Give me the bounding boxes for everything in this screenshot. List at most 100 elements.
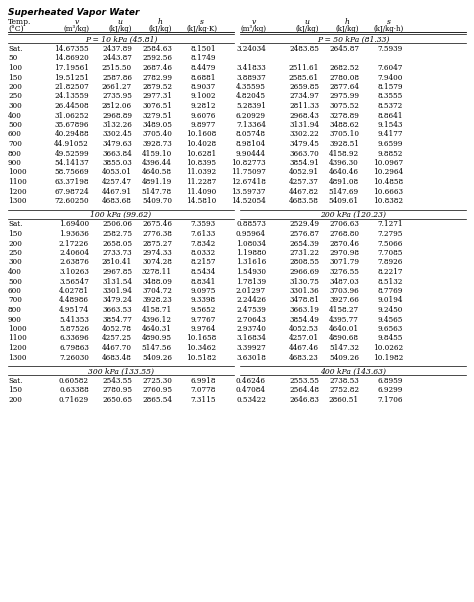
Text: 4683.48: 4683.48 bbox=[102, 353, 132, 361]
Text: 4.35595: 4.35595 bbox=[236, 83, 266, 91]
Text: 2968.43: 2968.43 bbox=[289, 111, 319, 120]
Text: 3302.22: 3302.22 bbox=[289, 131, 319, 138]
Text: 2812.06: 2812.06 bbox=[102, 102, 132, 110]
Text: 4158.27: 4158.27 bbox=[329, 306, 359, 314]
Text: 8.98104: 8.98104 bbox=[236, 140, 266, 148]
Text: 9.5652: 9.5652 bbox=[191, 306, 216, 314]
Text: 4.02781: 4.02781 bbox=[59, 287, 89, 295]
Text: 100: 100 bbox=[8, 64, 22, 72]
Text: 54.14137: 54.14137 bbox=[54, 159, 89, 167]
Text: 11.2287: 11.2287 bbox=[186, 178, 216, 186]
Text: 2.63876: 2.63876 bbox=[59, 258, 89, 267]
Text: 200: 200 bbox=[8, 240, 22, 247]
Text: 4053.01: 4053.01 bbox=[102, 169, 132, 176]
Text: (kJ/kg·h): (kJ/kg·h) bbox=[374, 25, 404, 33]
Text: 2506.06: 2506.06 bbox=[102, 220, 132, 229]
Text: 8.3555: 8.3555 bbox=[378, 93, 403, 101]
Text: 4640.31: 4640.31 bbox=[142, 325, 172, 333]
Text: 3.24034: 3.24034 bbox=[236, 45, 266, 53]
Text: 3.63018: 3.63018 bbox=[236, 353, 266, 361]
Text: 0.63388: 0.63388 bbox=[59, 386, 89, 394]
Text: 9.0194: 9.0194 bbox=[377, 297, 403, 305]
Text: 8.9037: 8.9037 bbox=[191, 83, 216, 91]
Text: Sat.: Sat. bbox=[8, 377, 22, 385]
Text: 7.7085: 7.7085 bbox=[378, 249, 403, 257]
Text: 500: 500 bbox=[8, 278, 22, 285]
Text: P = 10 kPa (45.81): P = 10 kPa (45.81) bbox=[85, 36, 157, 43]
Text: 5409.26: 5409.26 bbox=[329, 353, 359, 361]
Text: 2733.73: 2733.73 bbox=[102, 249, 132, 257]
Text: 7.5939: 7.5939 bbox=[378, 45, 403, 53]
Text: 4683.58: 4683.58 bbox=[289, 197, 319, 205]
Text: 10.6281: 10.6281 bbox=[186, 149, 216, 158]
Text: 2968.89: 2968.89 bbox=[102, 111, 132, 120]
Text: 4683.23: 4683.23 bbox=[289, 353, 319, 361]
Text: 14.67355: 14.67355 bbox=[55, 45, 89, 53]
Text: 4467.91: 4467.91 bbox=[102, 187, 132, 196]
Text: 0.71629: 0.71629 bbox=[59, 396, 89, 404]
Text: 7.6047: 7.6047 bbox=[378, 64, 403, 72]
Text: 9.2450: 9.2450 bbox=[378, 306, 403, 314]
Text: 3.10263: 3.10263 bbox=[59, 268, 89, 276]
Text: 50: 50 bbox=[8, 55, 17, 63]
Text: 300 kPa (133.55): 300 kPa (133.55) bbox=[88, 367, 154, 376]
Text: 10.3462: 10.3462 bbox=[186, 344, 216, 352]
Text: 2592.56: 2592.56 bbox=[142, 55, 172, 63]
Text: 2585.61: 2585.61 bbox=[289, 73, 319, 81]
Text: 5409.61: 5409.61 bbox=[329, 197, 359, 205]
Text: 250: 250 bbox=[8, 93, 22, 101]
Text: 10.1982: 10.1982 bbox=[373, 353, 403, 361]
Text: 2808.55: 2808.55 bbox=[289, 258, 319, 267]
Text: 4640.46: 4640.46 bbox=[329, 169, 359, 176]
Text: 8.5372: 8.5372 bbox=[378, 102, 403, 110]
Text: 7.0778: 7.0778 bbox=[191, 386, 216, 394]
Text: 2515.50: 2515.50 bbox=[102, 64, 132, 72]
Text: 9.1543: 9.1543 bbox=[378, 121, 403, 129]
Text: 40.29488: 40.29488 bbox=[55, 131, 89, 138]
Text: (kJ/kg): (kJ/kg) bbox=[108, 25, 132, 33]
Text: 7.6133: 7.6133 bbox=[191, 230, 216, 238]
Text: 0.95964: 0.95964 bbox=[236, 230, 266, 238]
Text: 0.46246: 0.46246 bbox=[236, 377, 266, 385]
Text: 3663.84: 3663.84 bbox=[102, 149, 132, 158]
Text: 2.24426: 2.24426 bbox=[236, 297, 266, 305]
Text: 5147.78: 5147.78 bbox=[142, 187, 172, 196]
Text: 200: 200 bbox=[8, 396, 22, 404]
Text: 10.8382: 10.8382 bbox=[373, 197, 403, 205]
Text: 3855.03: 3855.03 bbox=[102, 159, 132, 167]
Text: 2659.85: 2659.85 bbox=[289, 83, 319, 91]
Text: 2.01297: 2.01297 bbox=[236, 287, 266, 295]
Text: 4257.01: 4257.01 bbox=[289, 335, 319, 343]
Text: 600: 600 bbox=[8, 287, 22, 295]
Text: (m³/kg): (m³/kg) bbox=[64, 25, 90, 33]
Text: 4891.08: 4891.08 bbox=[329, 178, 359, 186]
Text: 8.6881: 8.6881 bbox=[191, 73, 216, 81]
Text: 2687.46: 2687.46 bbox=[142, 64, 172, 72]
Text: 250: 250 bbox=[8, 249, 22, 257]
Text: 3301.36: 3301.36 bbox=[289, 287, 319, 295]
Text: 4158.92: 4158.92 bbox=[329, 149, 359, 158]
Text: 17.19561: 17.19561 bbox=[54, 64, 89, 72]
Text: 2564.48: 2564.48 bbox=[289, 386, 319, 394]
Text: 3278.11: 3278.11 bbox=[142, 268, 172, 276]
Text: 7.26030: 7.26030 bbox=[59, 353, 89, 361]
Text: 4396.12: 4396.12 bbox=[142, 315, 172, 323]
Text: 3075.52: 3075.52 bbox=[329, 102, 359, 110]
Text: 3663.53: 3663.53 bbox=[102, 306, 132, 314]
Text: 3928.73: 3928.73 bbox=[142, 140, 172, 148]
Text: 11.4090: 11.4090 bbox=[186, 187, 216, 196]
Text: 3487.03: 3487.03 bbox=[329, 278, 359, 285]
Text: 6.8959: 6.8959 bbox=[378, 377, 403, 385]
Text: 1.93636: 1.93636 bbox=[59, 230, 89, 238]
Text: 2738.53: 2738.53 bbox=[329, 377, 359, 385]
Text: 1.08034: 1.08034 bbox=[236, 240, 266, 247]
Text: 3705.40: 3705.40 bbox=[142, 131, 172, 138]
Text: 10.1658: 10.1658 bbox=[186, 335, 216, 343]
Text: 7.13364: 7.13364 bbox=[236, 121, 266, 129]
Text: 2.40604: 2.40604 bbox=[59, 249, 89, 257]
Text: 3131.54: 3131.54 bbox=[102, 278, 132, 285]
Text: 900: 900 bbox=[8, 159, 22, 167]
Text: 2587.86: 2587.86 bbox=[102, 73, 132, 81]
Text: 5409.70: 5409.70 bbox=[142, 197, 172, 205]
Text: 7.8342: 7.8342 bbox=[191, 240, 216, 247]
